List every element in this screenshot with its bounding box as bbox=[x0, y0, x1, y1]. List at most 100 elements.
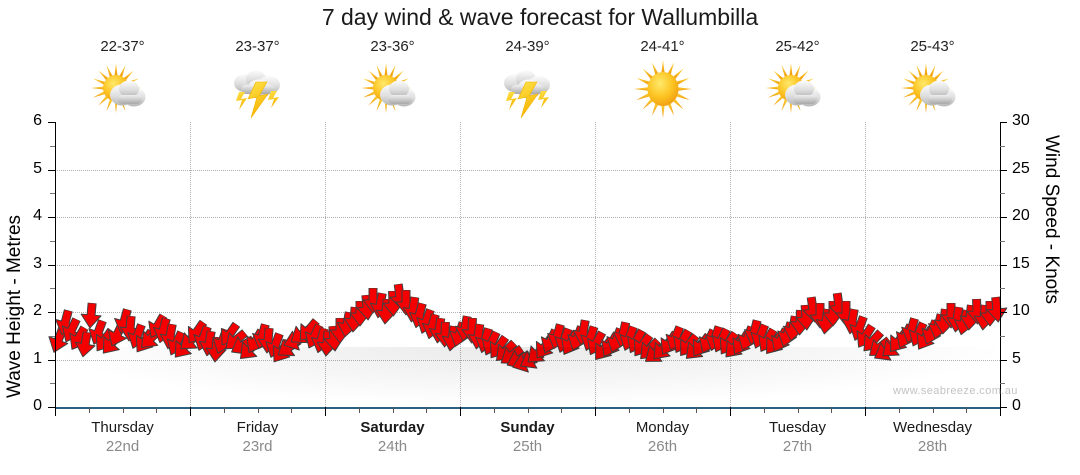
gridline-day-boundary bbox=[595, 122, 596, 407]
left-axis-line bbox=[55, 122, 56, 408]
left-axis-tick-label: 6 bbox=[33, 112, 42, 129]
x-axis-day-tick bbox=[460, 407, 461, 416]
x-axis-minor-tick bbox=[291, 407, 293, 413]
sun-behind-cloud-icon bbox=[865, 58, 1000, 120]
left-axis-tick bbox=[48, 312, 55, 313]
left-axis-tick bbox=[48, 122, 55, 123]
right-axis-tick-label: 30 bbox=[1012, 112, 1030, 129]
right-axis-tick bbox=[1000, 169, 1007, 171]
left-axis-minor-tick bbox=[50, 288, 55, 290]
right-axis-tick bbox=[1000, 407, 1007, 408]
left-axis-minor-tick bbox=[50, 145, 55, 147]
day-of-month-label: 26th bbox=[647, 438, 678, 455]
x-axis-minor-tick bbox=[493, 407, 495, 413]
x-axis-minor-tick bbox=[426, 407, 428, 413]
x-axis-day-tick bbox=[325, 407, 326, 416]
day-of-month-label: 24th bbox=[377, 438, 408, 455]
left-axis-tick bbox=[48, 359, 55, 361]
day-of-week-label: Sunday bbox=[500, 419, 555, 436]
day-header-saturday: 23-36° bbox=[325, 38, 460, 120]
day-of-week-label: Monday bbox=[635, 419, 690, 436]
day-temperature-range: 25-42° bbox=[775, 38, 820, 55]
gridline-day-boundary bbox=[865, 122, 866, 407]
sun-behind-cloud-icon bbox=[55, 58, 190, 120]
day-header-friday: 23-37° bbox=[190, 38, 325, 120]
left-axis-minor-tick bbox=[50, 193, 55, 195]
x-axis-minor-tick bbox=[156, 407, 158, 413]
right-axis-minor-tick bbox=[1000, 145, 1005, 147]
sun-behind-cloud-icon bbox=[325, 58, 460, 120]
x-axis-minor-tick bbox=[898, 407, 900, 413]
x-axis-minor-tick bbox=[966, 407, 968, 413]
watermark: www.seabreeze.com.au bbox=[893, 385, 1018, 397]
left-axis-tick-label: 1 bbox=[33, 349, 42, 367]
x-axis-day-tick bbox=[595, 407, 596, 416]
gridline-horizontal bbox=[55, 217, 1000, 218]
day-of-week-label: Friday bbox=[236, 419, 279, 436]
x-axis-minor-tick bbox=[392, 407, 394, 413]
left-axis-minor-tick bbox=[50, 335, 55, 337]
right-axis-tick-label: 10 bbox=[1012, 302, 1030, 319]
day-temperature-range: 24-39° bbox=[505, 38, 550, 55]
left-axis-tick bbox=[48, 169, 55, 171]
x-axis-minor-tick bbox=[561, 407, 563, 413]
left-axis-minor-tick bbox=[50, 383, 55, 385]
gridline-horizontal bbox=[55, 312, 1000, 313]
right-axis-minor-tick bbox=[1000, 193, 1005, 195]
right-axis-tick-label: 0 bbox=[1012, 397, 1021, 414]
right-axis-tick bbox=[1000, 122, 1007, 123]
gridline-day-boundary bbox=[730, 122, 731, 407]
right-axis-tick bbox=[1000, 312, 1007, 313]
x-axis-day-thursday: Thursday 22nd bbox=[55, 418, 190, 468]
right-axis-tick bbox=[1000, 264, 1007, 266]
gridline-horizontal bbox=[55, 264, 1000, 266]
x-axis-day-tick bbox=[1000, 407, 1001, 416]
x-axis-day-tuesday: Tuesday 27th bbox=[730, 418, 865, 468]
x-axis-minor-tick bbox=[831, 407, 833, 413]
x-axis-day-tick bbox=[55, 407, 56, 416]
x-axis-minor-tick bbox=[257, 407, 259, 413]
day-temperature-range: 24-41° bbox=[640, 38, 685, 55]
day-header-sunday: 24-39° bbox=[460, 38, 595, 120]
x-axis-minor-tick bbox=[662, 407, 664, 413]
right-axis-tick-label: 5 bbox=[1012, 349, 1021, 367]
day-of-month-label: 27th bbox=[782, 438, 813, 455]
x-axis-day-tick bbox=[730, 407, 731, 416]
day-of-week-label: Thursday bbox=[91, 419, 154, 436]
left-axis-tick bbox=[48, 407, 55, 408]
x-axis-day-saturday: Saturday 24th bbox=[325, 418, 460, 468]
right-axis-tick bbox=[1000, 217, 1007, 218]
day-of-week-label: Wednesday bbox=[893, 419, 972, 436]
sun-icon bbox=[595, 58, 730, 120]
right-axis-tick bbox=[1000, 359, 1007, 361]
right-axis-tick-label: 20 bbox=[1012, 207, 1030, 224]
x-axis-minor-tick bbox=[628, 407, 630, 413]
day-of-week-label: Saturday bbox=[360, 419, 425, 436]
x-axis-day-monday: Monday 26th bbox=[595, 418, 730, 468]
day-header-tuesday: 25-42° bbox=[730, 38, 865, 120]
gridline-horizontal bbox=[55, 169, 1000, 171]
plot-area bbox=[48, 122, 1008, 407]
x-axis-minor-tick bbox=[223, 407, 225, 413]
page-title: 7 day wind & wave forecast for Wallumbil… bbox=[321, 4, 759, 30]
day-header-monday: 24-41° bbox=[595, 38, 730, 120]
right-axis-minor-tick bbox=[1000, 335, 1005, 337]
x-axis-day-tick bbox=[865, 407, 866, 416]
day-temperature-range: 23-36° bbox=[370, 38, 415, 55]
right-axis-tick-label: 15 bbox=[1012, 254, 1030, 272]
x-axis-minor-tick bbox=[527, 407, 529, 413]
x-axis-minor-tick bbox=[696, 407, 698, 413]
x-axis-day-wednesday: Wednesday 28th bbox=[865, 418, 1000, 468]
left-axis-tick bbox=[48, 217, 55, 218]
right-axis-minor-tick bbox=[1000, 288, 1005, 290]
gridline-day-boundary bbox=[325, 122, 326, 407]
day-temperature-range: 22-37° bbox=[100, 38, 145, 55]
thunderstorm-icon bbox=[460, 58, 595, 120]
day-of-week-label: Tuesday bbox=[769, 419, 826, 436]
x-axis-minor-tick bbox=[797, 407, 799, 413]
day-header-wednesday: 25-43° bbox=[865, 38, 1000, 120]
left-axis-tick-label: 4 bbox=[33, 207, 42, 224]
right-axis-minor-tick bbox=[1000, 383, 1005, 385]
x-axis-day-friday: Friday 23rd bbox=[190, 418, 325, 468]
right-axis-minor-tick bbox=[1000, 240, 1005, 242]
